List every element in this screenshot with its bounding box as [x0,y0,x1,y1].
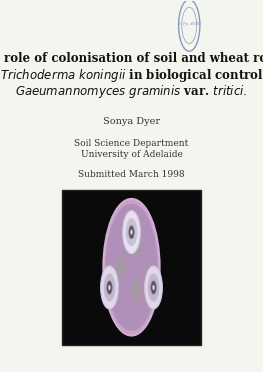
Circle shape [103,199,160,336]
Text: Soil Science Department: Soil Science Department [74,139,189,148]
Text: University of Adelaide: University of Adelaide [80,150,183,159]
Circle shape [107,281,112,294]
Circle shape [126,218,137,246]
Circle shape [116,256,125,278]
Circle shape [123,211,140,254]
Text: S. Py. 4040: S. Py. 4040 [178,22,201,26]
Circle shape [101,266,118,309]
Text: by $\it{Trichoderma\ koningii}$ in biological control of: by $\it{Trichoderma\ koningii}$ in biolo… [0,67,263,84]
Circle shape [151,281,156,294]
Bar [62,190,201,345]
Circle shape [108,285,110,290]
Circle shape [148,273,159,302]
Text: Sonya Dyer: Sonya Dyer [103,117,160,126]
Circle shape [105,204,158,331]
Circle shape [153,285,155,290]
Text: Submitted March 1998: Submitted March 1998 [78,170,185,179]
Circle shape [132,234,141,256]
Text: The role of colonisation of soil and wheat roots: The role of colonisation of soil and whe… [0,52,263,65]
Circle shape [104,273,115,302]
Text: $\it{Gaeumannomyces\ graminis}$ var. $\it{tritici.}$: $\it{Gaeumannomyces\ graminis}$ var. $\i… [15,83,248,100]
Circle shape [129,225,134,239]
Circle shape [145,266,162,309]
Circle shape [132,279,141,301]
Circle shape [130,230,133,235]
